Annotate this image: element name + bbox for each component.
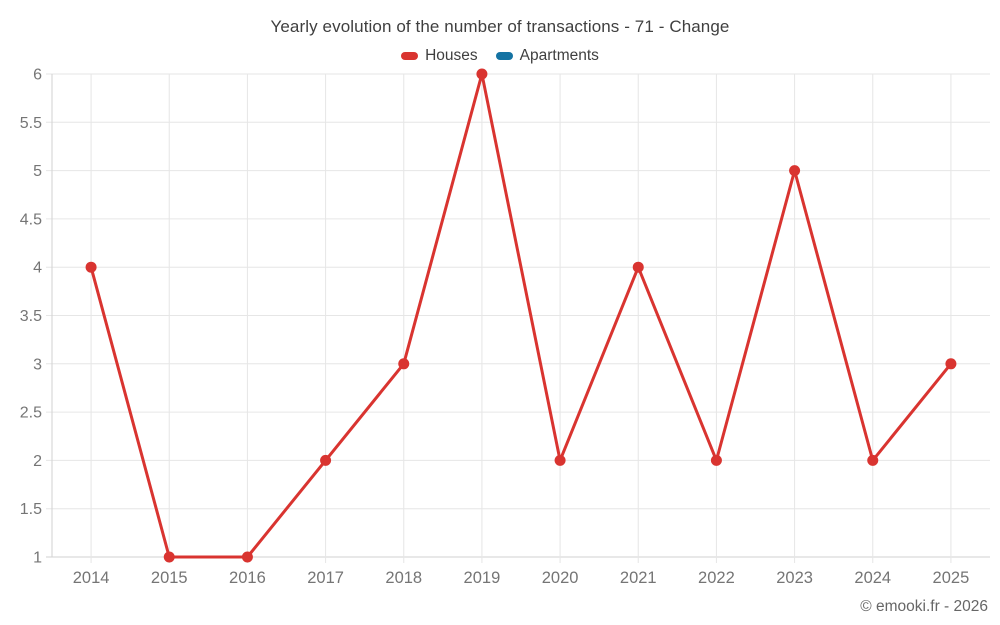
y-axis-tick-label: 4.5 <box>20 211 42 228</box>
y-axis-tick-label: 1 <box>33 550 42 567</box>
y-axis-tick-label: 4 <box>33 260 42 277</box>
apartments-series-swatch-icon <box>495 52 513 60</box>
legend-item-apartments[interactable]: Apartments <box>495 47 599 65</box>
x-axis-tick-label: 2023 <box>776 569 813 587</box>
houses-series-swatch-icon <box>401 52 419 60</box>
legend-label-apartments: Apartments <box>519 47 599 64</box>
x-axis-tick-label: 2014 <box>73 569 110 587</box>
legend-label-houses: Houses <box>425 47 478 64</box>
x-axis-tick-label: 2015 <box>151 569 188 587</box>
houses-point-2024[interactable] <box>867 454 879 466</box>
houses-point-2017[interactable] <box>320 454 332 466</box>
x-axis-tick-label: 2022 <box>698 569 735 587</box>
x-axis-tick-label: 2016 <box>229 569 266 587</box>
x-axis-tick-label: 2017 <box>307 569 344 587</box>
x-axis-tick-label: 2024 <box>854 569 891 587</box>
y-axis-tick-label: 2.5 <box>20 405 42 422</box>
y-axis-tick-label: 5.5 <box>20 115 42 132</box>
y-axis-tick-label: 2 <box>33 453 42 470</box>
houses-point-2014[interactable] <box>85 261 97 273</box>
y-axis-tick-label: 3 <box>33 356 42 373</box>
houses-point-2021[interactable] <box>632 261 644 273</box>
legend-item-houses[interactable]: Houses <box>401 47 478 65</box>
houses-point-2018[interactable] <box>398 358 410 370</box>
y-axis-tick-label: 6 <box>33 67 42 84</box>
houses-point-2015[interactable] <box>163 551 175 563</box>
legend: Houses Apartments <box>0 47 1000 65</box>
x-axis-tick-label: 2019 <box>464 569 501 587</box>
x-axis-tick-label: 2021 <box>620 569 657 587</box>
houses-point-2016[interactable] <box>241 551 253 563</box>
x-axis-tick-label: 2025 <box>933 569 970 587</box>
houses-line <box>89 72 953 559</box>
houses-point-2025[interactable] <box>945 358 957 370</box>
y-axis-tick-label: 5 <box>33 163 42 180</box>
y-axis-tick-label: 1.5 <box>20 501 42 518</box>
houses-point-2023[interactable] <box>789 165 801 177</box>
y-axis-tick-label: 3.5 <box>20 308 42 325</box>
houses-point-2020[interactable] <box>554 454 566 466</box>
copyright: © emooki.fr - 2026 <box>860 598 988 615</box>
x-axis-tick-label: 2018 <box>385 569 422 587</box>
houses-point-2022[interactable] <box>710 454 722 466</box>
chart-title: Yearly evolution of the number of transa… <box>270 17 730 36</box>
x-axis-tick-label: 2020 <box>542 569 579 587</box>
houses-point-2019[interactable] <box>476 68 488 80</box>
